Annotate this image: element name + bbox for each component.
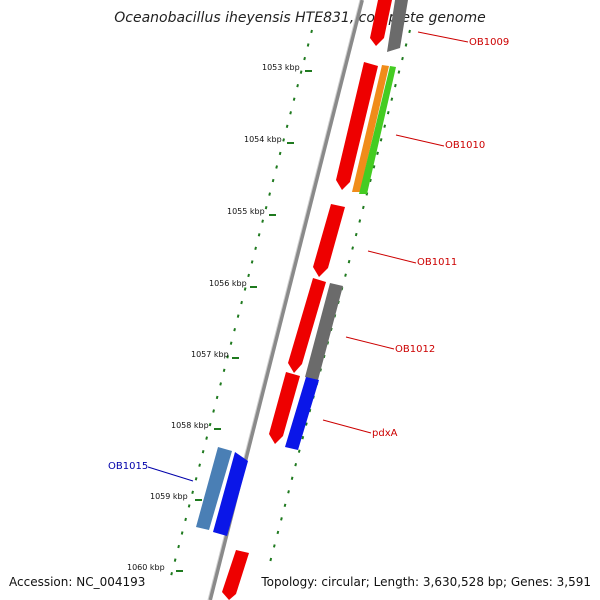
label-ob1011[interactable]: OB1011 [417, 257, 457, 268]
leader-ob1010 [395, 134, 445, 147]
leader-ob1011 [367, 250, 417, 264]
gene-ob1009-red[interactable] [370, 0, 392, 46]
gene-ob1010-orange[interactable] [352, 65, 389, 192]
topology-text: Topology: circular; Length: 3,630,528 bp… [261, 575, 591, 589]
gene-ob1010-green[interactable] [359, 66, 396, 194]
gene-ob1010-red[interactable] [336, 62, 378, 190]
gene-pdxa-blue[interactable] [285, 377, 319, 450]
ruler-label-1059: 1059 kbp [150, 492, 188, 501]
accession-text: Accession: NC_004193 [9, 575, 146, 589]
ruler-label-1055: 1055 kbp [227, 207, 265, 216]
gene-ob1015-steelblue[interactable] [196, 447, 232, 530]
leader-ob1009 [417, 31, 469, 43]
label-ob1009[interactable]: OB1009 [469, 37, 509, 48]
leader-ob1012 [345, 336, 395, 350]
ruler-label-1058: 1058 kbp [171, 421, 209, 430]
leader-ob1015 [147, 466, 194, 482]
leader-pdxa [322, 419, 372, 434]
inner-tick-row [169, 29, 313, 581]
label-ob1015[interactable]: OB1015 [108, 461, 148, 472]
gene-ob1015-blue[interactable] [213, 452, 248, 536]
ruler-label-1054: 1054 kbp [244, 135, 282, 144]
ruler-label-1060: 1060 kbp [127, 563, 165, 572]
ruler-label-1057: 1057 kbp [191, 350, 229, 359]
gene-lower-red[interactable] [222, 550, 249, 600]
gene-pdxa-red[interactable] [269, 372, 300, 444]
gene-ob1012-red[interactable] [288, 278, 326, 373]
gene-ob1011-red[interactable] [313, 204, 345, 277]
label-pdxa[interactable]: pdxA [372, 428, 398, 439]
label-ob1012[interactable]: OB1012 [395, 344, 435, 355]
ruler-label-1056: 1056 kbp [209, 279, 247, 288]
gene-ob1012-gray[interactable] [305, 283, 343, 380]
label-ob1010[interactable]: OB1010 [445, 140, 485, 151]
gene-ob1009-gray[interactable] [387, 0, 408, 52]
ruler-label-1053: 1053 kbp [262, 63, 300, 72]
